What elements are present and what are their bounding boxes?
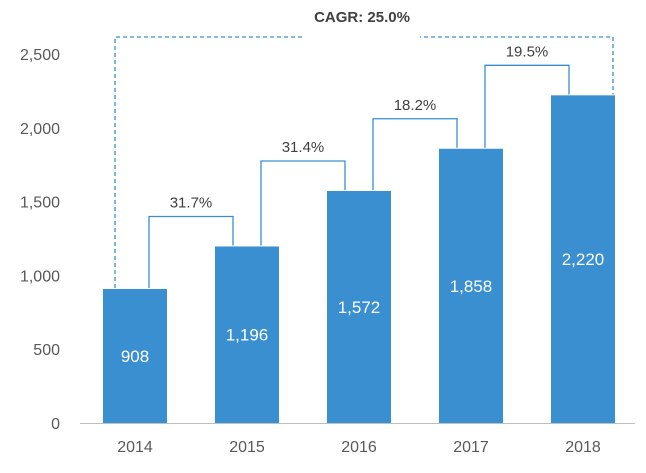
- y-tick-label: 2,500: [20, 47, 60, 64]
- cagr-label: CAGR: 25.0%: [314, 9, 410, 26]
- growth-rate-label: 19.5%: [506, 43, 549, 60]
- bar: [327, 190, 391, 423]
- growth-connector: [372, 118, 458, 190]
- growth-rate-label: 31.7%: [170, 194, 213, 211]
- bar-value-label: 1,572: [338, 298, 381, 317]
- growth-connector: [148, 215, 234, 288]
- bar: [551, 95, 615, 423]
- y-tick-label: 0: [51, 416, 60, 433]
- y-tick-label: 1,500: [20, 195, 60, 212]
- growth-rate-label: 18.2%: [394, 97, 437, 114]
- bar-layer: 908 1,196 1,572 1,858 2,220: [103, 95, 615, 423]
- y-tick-label: 500: [33, 342, 60, 359]
- x-tick-label: 2015: [229, 439, 265, 456]
- bar: [103, 288, 167, 423]
- axis-layer: 0 500 1,000 1,500 2,000 2,500 2014 2015 2016 2017…: [20, 47, 635, 456]
- bar-value-label: 908: [121, 347, 149, 366]
- growth-rate-label: 31.4%: [282, 139, 325, 156]
- x-tick-label: 2018: [565, 439, 601, 456]
- bar-value-label: 1,196: [226, 326, 269, 345]
- bar: [215, 246, 279, 423]
- y-tick-label: 2,000: [20, 121, 60, 138]
- bar-value-label: 1,858: [450, 277, 493, 296]
- growth-connector: [260, 160, 346, 246]
- x-tick-label: 2016: [341, 439, 377, 456]
- annotation-layer: 31.7% 31.4% 18.2% 19.5% CAGR: 25.0%: [114, 9, 614, 288]
- y-tick-label: 1,000: [20, 268, 60, 285]
- bar-value-label: 2,220: [562, 250, 605, 269]
- x-tick-label: 2017: [453, 439, 489, 456]
- bar: [439, 148, 503, 423]
- cagr-label-background: [304, 25, 420, 47]
- x-tick-label: 2014: [117, 439, 153, 456]
- growth-connector: [484, 64, 570, 148]
